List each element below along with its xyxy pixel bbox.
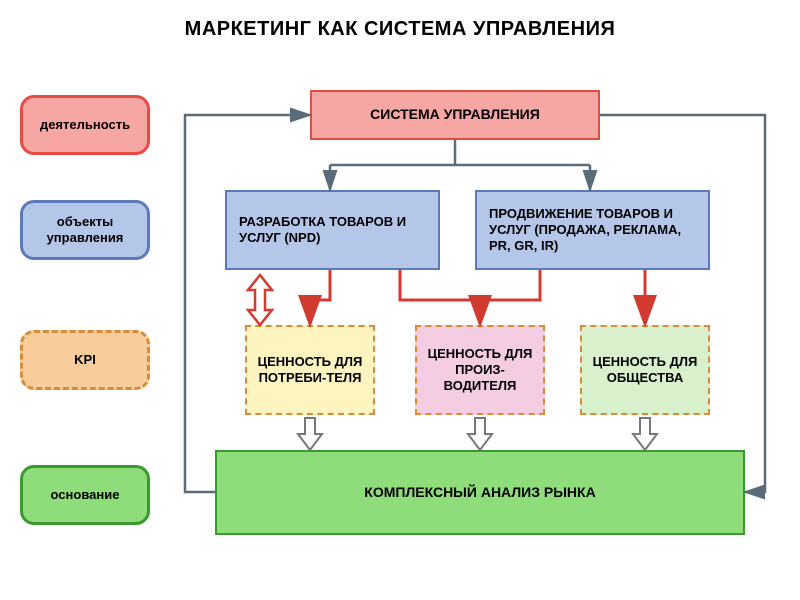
box-analysis-label: КОМПЛЕКСНЫЙ АНАЛИЗ РЫНКА: [364, 484, 595, 502]
box-val-society-label: ЦЕННОСТЬ ДЛЯ ОБЩЕСТВА: [588, 354, 702, 387]
cat-activity: деятельность: [20, 95, 150, 155]
box-system-label: СИСТЕМА УПРАВЛЕНИЯ: [370, 106, 540, 124]
box-val-producer-label: ЦЕННОСТЬ ДЛЯ ПРОИЗ-ВОДИТЕЛЯ: [423, 346, 537, 395]
box-val-consumer: ЦЕННОСТЬ ДЛЯ ПОТРЕБИ-ТЕЛЯ: [245, 325, 375, 415]
box-analysis: КОМПЛЕКСНЫЙ АНАЛИЗ РЫНКА: [215, 450, 745, 535]
box-promo-label: ПРОДВИЖЕНИЕ ТОВАРОВ И УСЛУГ (ПРОДАЖА, РЕ…: [489, 206, 702, 255]
cat-base: основание: [20, 465, 150, 525]
box-val-consumer-label: ЦЕННОСТЬ ДЛЯ ПОТРЕБИ-ТЕЛЯ: [253, 354, 367, 387]
cat-objects: объекты управления: [20, 200, 150, 260]
cat-activity-label: деятельность: [40, 117, 130, 133]
box-val-producer: ЦЕННОСТЬ ДЛЯ ПРОИЗ-ВОДИТЕЛЯ: [415, 325, 545, 415]
box-val-society: ЦЕННОСТЬ ДЛЯ ОБЩЕСТВА: [580, 325, 710, 415]
page-title: МАРКЕТИНГ КАК СИСТЕМА УПРАВЛЕНИЯ: [0, 0, 800, 51]
cat-base-label: основание: [51, 487, 120, 503]
box-system: СИСТЕМА УПРАВЛЕНИЯ: [310, 90, 600, 140]
cat-objects-label: объекты управления: [29, 214, 141, 247]
box-npd-label: РАЗРАБОТКА ТОВАРОВ И УСЛУГ (NPD): [239, 214, 432, 247]
cat-kpi: KPI: [20, 330, 150, 390]
box-npd: РАЗРАБОТКА ТОВАРОВ И УСЛУГ (NPD): [225, 190, 440, 270]
box-promo: ПРОДВИЖЕНИЕ ТОВАРОВ И УСЛУГ (ПРОДАЖА, РЕ…: [475, 190, 710, 270]
cat-kpi-label: KPI: [74, 352, 96, 368]
double-arrow-1: [248, 275, 272, 325]
